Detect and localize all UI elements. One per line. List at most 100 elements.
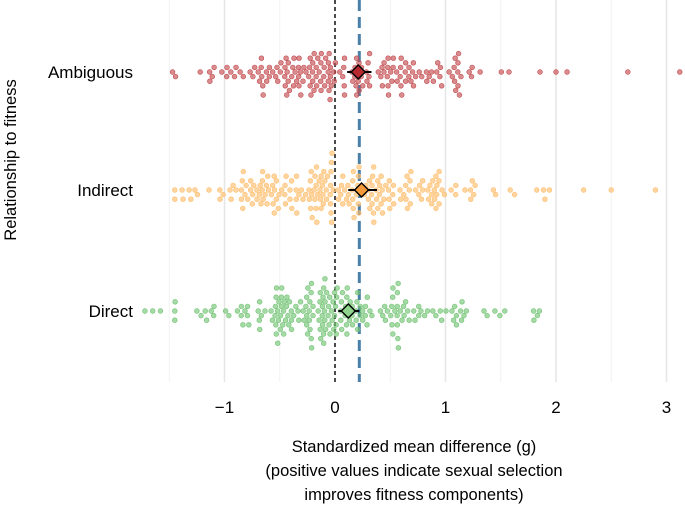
data-point-indirect (546, 187, 553, 193)
data-point-direct (354, 299, 360, 305)
data-point-direct (315, 308, 321, 314)
data-point-direct (384, 308, 391, 314)
data-point-ambiguous (449, 73, 455, 80)
data-point-direct (321, 308, 328, 314)
data-point-direct (272, 303, 279, 310)
data-point-direct (305, 285, 311, 291)
data-point-ambiguous (282, 73, 288, 80)
data-point-direct (430, 308, 436, 314)
data-point-indirect (467, 196, 474, 202)
data-point-ambiguous (318, 50, 325, 57)
data-point-indirect (172, 196, 178, 202)
data-point-direct (334, 285, 340, 291)
data-point-ambiguous (311, 50, 317, 57)
data-point-direct (280, 322, 286, 328)
data-point-ambiguous (233, 64, 239, 71)
data-point-direct (238, 312, 244, 319)
data-point-direct (344, 285, 350, 291)
data-point-direct (325, 303, 332, 310)
data-point-ambiguous (677, 69, 683, 75)
data-point-indirect (247, 178, 254, 184)
data-point-ambiguous (379, 64, 385, 71)
data-point-ambiguous (247, 69, 253, 75)
data-point-indirect (379, 187, 385, 193)
y-axis-title: Relationship to fitness (2, 79, 20, 240)
data-point-direct (280, 308, 287, 314)
data-point-ambiguous (469, 64, 475, 71)
data-point-direct (303, 312, 310, 319)
data-point-indirect (318, 205, 324, 212)
data-point-indirect (370, 210, 377, 216)
data-point-direct (318, 335, 324, 342)
data-point-indirect (317, 196, 324, 202)
data-point-indirect (385, 187, 392, 193)
data-point-indirect (239, 178, 245, 184)
data-point-ambiguous (328, 83, 334, 89)
data-point-indirect (288, 178, 295, 184)
data-point-indirect (404, 205, 411, 212)
data-point-direct (404, 308, 411, 314)
data-point-indirect (351, 214, 357, 221)
data-point-indirect (453, 182, 459, 189)
data-point-ambiguous (284, 69, 290, 75)
data-point-indirect (381, 196, 387, 202)
data-point-direct (242, 308, 248, 314)
data-point-ambiguous (477, 69, 483, 75)
data-point-ambiguous (437, 64, 444, 71)
data-point-direct (286, 322, 292, 328)
data-point-direct (288, 308, 295, 314)
data-point-ambiguous (231, 73, 238, 80)
data-point-ambiguous (266, 73, 273, 80)
data-point-direct (306, 308, 312, 314)
data-point-direct (458, 317, 465, 323)
data-point-direct (319, 312, 325, 319)
data-point-indirect (228, 196, 234, 202)
data-point-indirect (330, 187, 336, 193)
data-point-indirect (428, 201, 435, 207)
data-point-indirect (306, 187, 312, 193)
data-point-indirect (401, 191, 407, 198)
data-point-ambiguous (397, 64, 404, 71)
x-tick-labels: −1 0 1 2 3 (215, 398, 671, 417)
data-point-indirect (312, 196, 318, 202)
data-point-indirect (390, 182, 397, 189)
data-point-direct (172, 299, 178, 305)
data-point-direct (406, 317, 412, 323)
data-point-indirect (323, 196, 330, 202)
data-point-ambiguous (240, 73, 247, 80)
data-point-direct (443, 308, 449, 314)
data-point-ambiguous (364, 78, 370, 84)
data-point-ambiguous (211, 64, 217, 71)
data-point-indirect (327, 182, 334, 189)
data-point-direct (412, 317, 418, 323)
data-point-indirect (436, 201, 442, 207)
data-point-ambiguous (306, 73, 312, 80)
data-point-indirect (293, 173, 300, 179)
data-point-indirect (408, 168, 414, 175)
data-point-direct (258, 312, 265, 319)
data-point-indirect (276, 191, 282, 198)
data-point-ambiguous (354, 92, 360, 98)
x-tick-label: 3 (662, 398, 671, 417)
data-point-indirect (370, 164, 377, 170)
data-point-direct (279, 285, 285, 291)
data-point-indirect (318, 173, 324, 179)
data-point-direct (301, 317, 307, 323)
data-point-indirect (335, 196, 342, 202)
data-point-indirect (327, 191, 333, 198)
data-point-direct (283, 303, 290, 310)
data-point-direct (344, 331, 350, 337)
data-point-ambiguous (318, 78, 324, 84)
data-point-ambiguous (353, 83, 359, 89)
data-point-direct (316, 317, 322, 323)
data-point-ambiguous (290, 64, 296, 71)
data-point-ambiguous (466, 69, 472, 75)
data-point-indirect (608, 187, 614, 193)
data-point-ambiguous (251, 64, 258, 71)
data-point-direct (364, 322, 370, 328)
data-point-direct (329, 317, 335, 323)
data-point-indirect (511, 191, 518, 198)
data-point-indirect (263, 182, 270, 189)
data-point-indirect (220, 191, 226, 198)
data-point-direct (338, 317, 344, 323)
